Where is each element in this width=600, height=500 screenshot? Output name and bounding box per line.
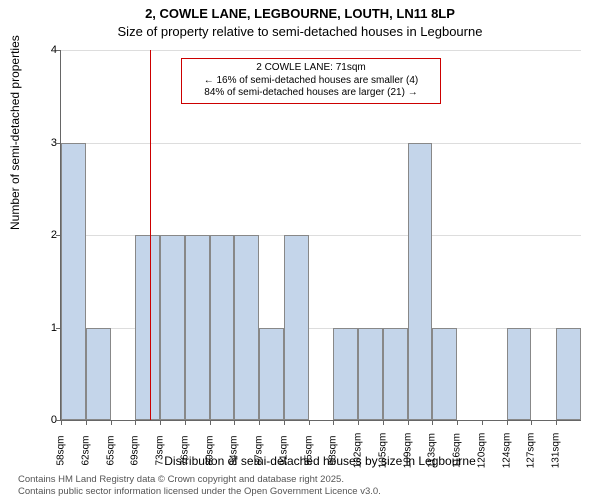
histogram-bar (383, 328, 408, 421)
chart-title-line2: Size of property relative to semi-detach… (0, 24, 600, 39)
histogram-bar (432, 328, 457, 421)
histogram-bar (284, 235, 309, 420)
x-tick-mark (333, 420, 334, 425)
x-tick-mark (358, 420, 359, 425)
histogram-bar (507, 328, 532, 421)
x-tick-mark (482, 420, 483, 425)
x-tick-mark (309, 420, 310, 425)
histogram-bar (86, 328, 111, 421)
chart-title-line1: 2, COWLE LANE, LEGBOURNE, LOUTH, LN11 8L… (0, 6, 600, 21)
x-tick-mark (234, 420, 235, 425)
x-tick-mark (185, 420, 186, 425)
x-tick-mark (61, 420, 62, 425)
annotation-line1: ← 16% of semi-detached houses are smalle… (188, 75, 434, 88)
annotation-line2: 84% of semi-detached houses are larger (… (188, 87, 434, 100)
y-tick-mark (56, 50, 61, 51)
x-tick-mark (432, 420, 433, 425)
chart-container: 2, COWLE LANE, LEGBOURNE, LOUTH, LN11 8L… (0, 0, 600, 500)
y-tick-label: 1 (37, 322, 57, 334)
x-tick-mark (457, 420, 458, 425)
y-tick-label: 3 (37, 137, 57, 149)
histogram-bar (556, 328, 581, 421)
x-tick-mark (556, 420, 557, 425)
histogram-bar (234, 235, 259, 420)
footer-line1: Contains HM Land Registry data © Crown c… (18, 474, 381, 486)
y-tick-label: 0 (37, 414, 57, 426)
footer-line2: Contains public sector information licen… (18, 486, 381, 498)
histogram-bar (210, 235, 235, 420)
x-tick-mark (259, 420, 260, 425)
histogram-bar (408, 143, 433, 421)
annotation-title: 2 COWLE LANE: 71sqm (188, 62, 434, 75)
y-tick-label: 4 (37, 44, 57, 56)
histogram-bar (160, 235, 185, 420)
x-tick-mark (383, 420, 384, 425)
x-tick-mark (111, 420, 112, 425)
y-axis-label: Number of semi-detached properties (8, 35, 22, 230)
histogram-bar (259, 328, 284, 421)
x-tick-mark (135, 420, 136, 425)
property-marker-line (150, 50, 151, 420)
gridline (61, 143, 581, 144)
x-tick-mark (86, 420, 87, 425)
histogram-bar (135, 235, 160, 420)
histogram-bar (333, 328, 358, 421)
x-axis-label: Distribution of semi-detached houses by … (60, 454, 580, 468)
x-tick-mark (531, 420, 532, 425)
x-tick-mark (284, 420, 285, 425)
x-tick-mark (408, 420, 409, 425)
gridline (61, 50, 581, 51)
y-tick-label: 2 (37, 229, 57, 241)
x-tick-mark (160, 420, 161, 425)
plot-area: 0123458sqm62sqm65sqm69sqm73sqm76sqm80sqm… (60, 50, 581, 421)
histogram-bar (358, 328, 383, 421)
x-tick-mark (210, 420, 211, 425)
annotation-box: 2 COWLE LANE: 71sqm ← 16% of semi-detach… (181, 58, 441, 104)
footer-attribution: Contains HM Land Registry data © Crown c… (18, 474, 381, 498)
histogram-bar (61, 143, 86, 421)
histogram-bar (185, 235, 210, 420)
x-tick-mark (507, 420, 508, 425)
